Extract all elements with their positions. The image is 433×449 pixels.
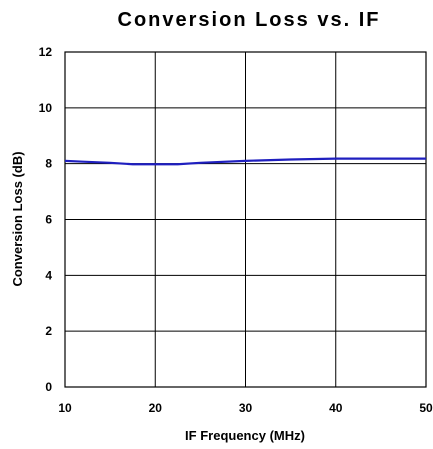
y-tick-label-8: 8	[45, 157, 52, 171]
y-axis-label: Conversion Loss (dB)	[10, 151, 25, 286]
x-tick-labels: 10 20 30 40 50	[58, 401, 433, 415]
y-tick-label-4: 4	[45, 268, 52, 282]
x-tick-label-50: 50	[419, 401, 433, 415]
series-line-0	[64, 157, 426, 166]
x-tick-label-20: 20	[149, 401, 163, 415]
x-tick-label-10: 10	[58, 401, 72, 415]
y-tick-label-0: 0	[45, 380, 52, 394]
series-layer	[64, 157, 426, 166]
chart-title: Conversion Loss vs. IF	[118, 9, 381, 31]
grid-layer	[64, 51, 427, 388]
x-tick-label-40: 40	[329, 401, 343, 415]
plot-frame	[64, 51, 427, 388]
y-tick-label-10: 10	[39, 101, 53, 115]
x-axis-label: IF Frequency (MHz)	[185, 428, 305, 443]
y-tick-label-6: 6	[45, 213, 52, 227]
y-tick-label-12: 12	[39, 45, 53, 59]
y-tick-labels: 0 2 4 6 8 10 12	[39, 45, 53, 394]
y-tick-label-2: 2	[45, 324, 52, 338]
x-tick-label-30: 30	[239, 401, 253, 415]
